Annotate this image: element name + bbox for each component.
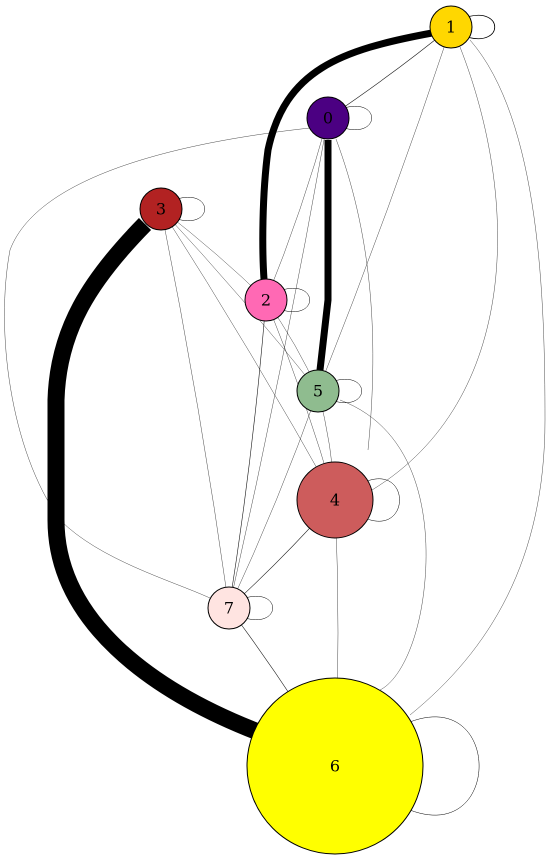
- self-loop-7: [246, 596, 273, 620]
- edge-0-5: [316, 140, 332, 371]
- self-loop-0: [345, 106, 372, 130]
- node-1: 1: [429, 5, 473, 49]
- edge-3-4: [160, 208, 336, 501]
- edge-0-4: [335, 138, 374, 451]
- node-0-circle: [306, 96, 350, 140]
- edge-0-7: [228, 117, 329, 609]
- node-5-label: 5: [313, 382, 323, 401]
- node-0-label: 0: [323, 109, 333, 128]
- edge-0-3: [4, 127, 311, 599]
- nodes-layer: 0 1 2 3 4 5 6 7: [139, 5, 473, 855]
- edge-1-2: [259, 29, 433, 280]
- self-loop-1: [468, 14, 495, 40]
- node-6-circle: [246, 677, 424, 855]
- edge-3-6: [47, 218, 262, 740]
- node-4-circle: [296, 461, 374, 539]
- self-loop-5: [335, 379, 362, 403]
- node-3-circle: [139, 187, 183, 231]
- node-1-label: 1: [446, 18, 456, 37]
- edge-5-7: [228, 390, 319, 609]
- node-5-circle: [296, 369, 340, 413]
- edge-1-4: [371, 46, 498, 491]
- node-2-circle: [244, 278, 288, 322]
- edges-layer: [4, 26, 546, 767]
- node-3-label: 3: [156, 200, 166, 219]
- edge-1-6: [409, 39, 546, 716]
- node-6: 6: [246, 677, 424, 855]
- edge-1-5: [317, 26, 452, 392]
- edge-3-7: [160, 208, 230, 609]
- node-4-label: 4: [330, 491, 340, 510]
- self-loop-3: [178, 197, 205, 221]
- node-6-label: 6: [330, 757, 340, 776]
- edge-3-5: [160, 208, 319, 392]
- node-5: 5: [296, 369, 340, 413]
- node-2: 2: [244, 278, 288, 322]
- node-3: 3: [139, 187, 183, 231]
- node-2-label: 2: [261, 291, 271, 310]
- edge-0-2: [265, 117, 329, 301]
- node-1-circle: [429, 5, 473, 49]
- node-7-label: 7: [224, 599, 234, 618]
- node-0: 0: [306, 96, 350, 140]
- self-loop-2: [283, 288, 310, 312]
- self-loops-layer: [178, 14, 495, 816]
- node-7: 7: [207, 586, 251, 630]
- edge-5-6: [339, 399, 427, 691]
- edge-2-7: [228, 299, 267, 609]
- node-7-circle: [207, 586, 251, 630]
- node-4: 4: [296, 461, 374, 539]
